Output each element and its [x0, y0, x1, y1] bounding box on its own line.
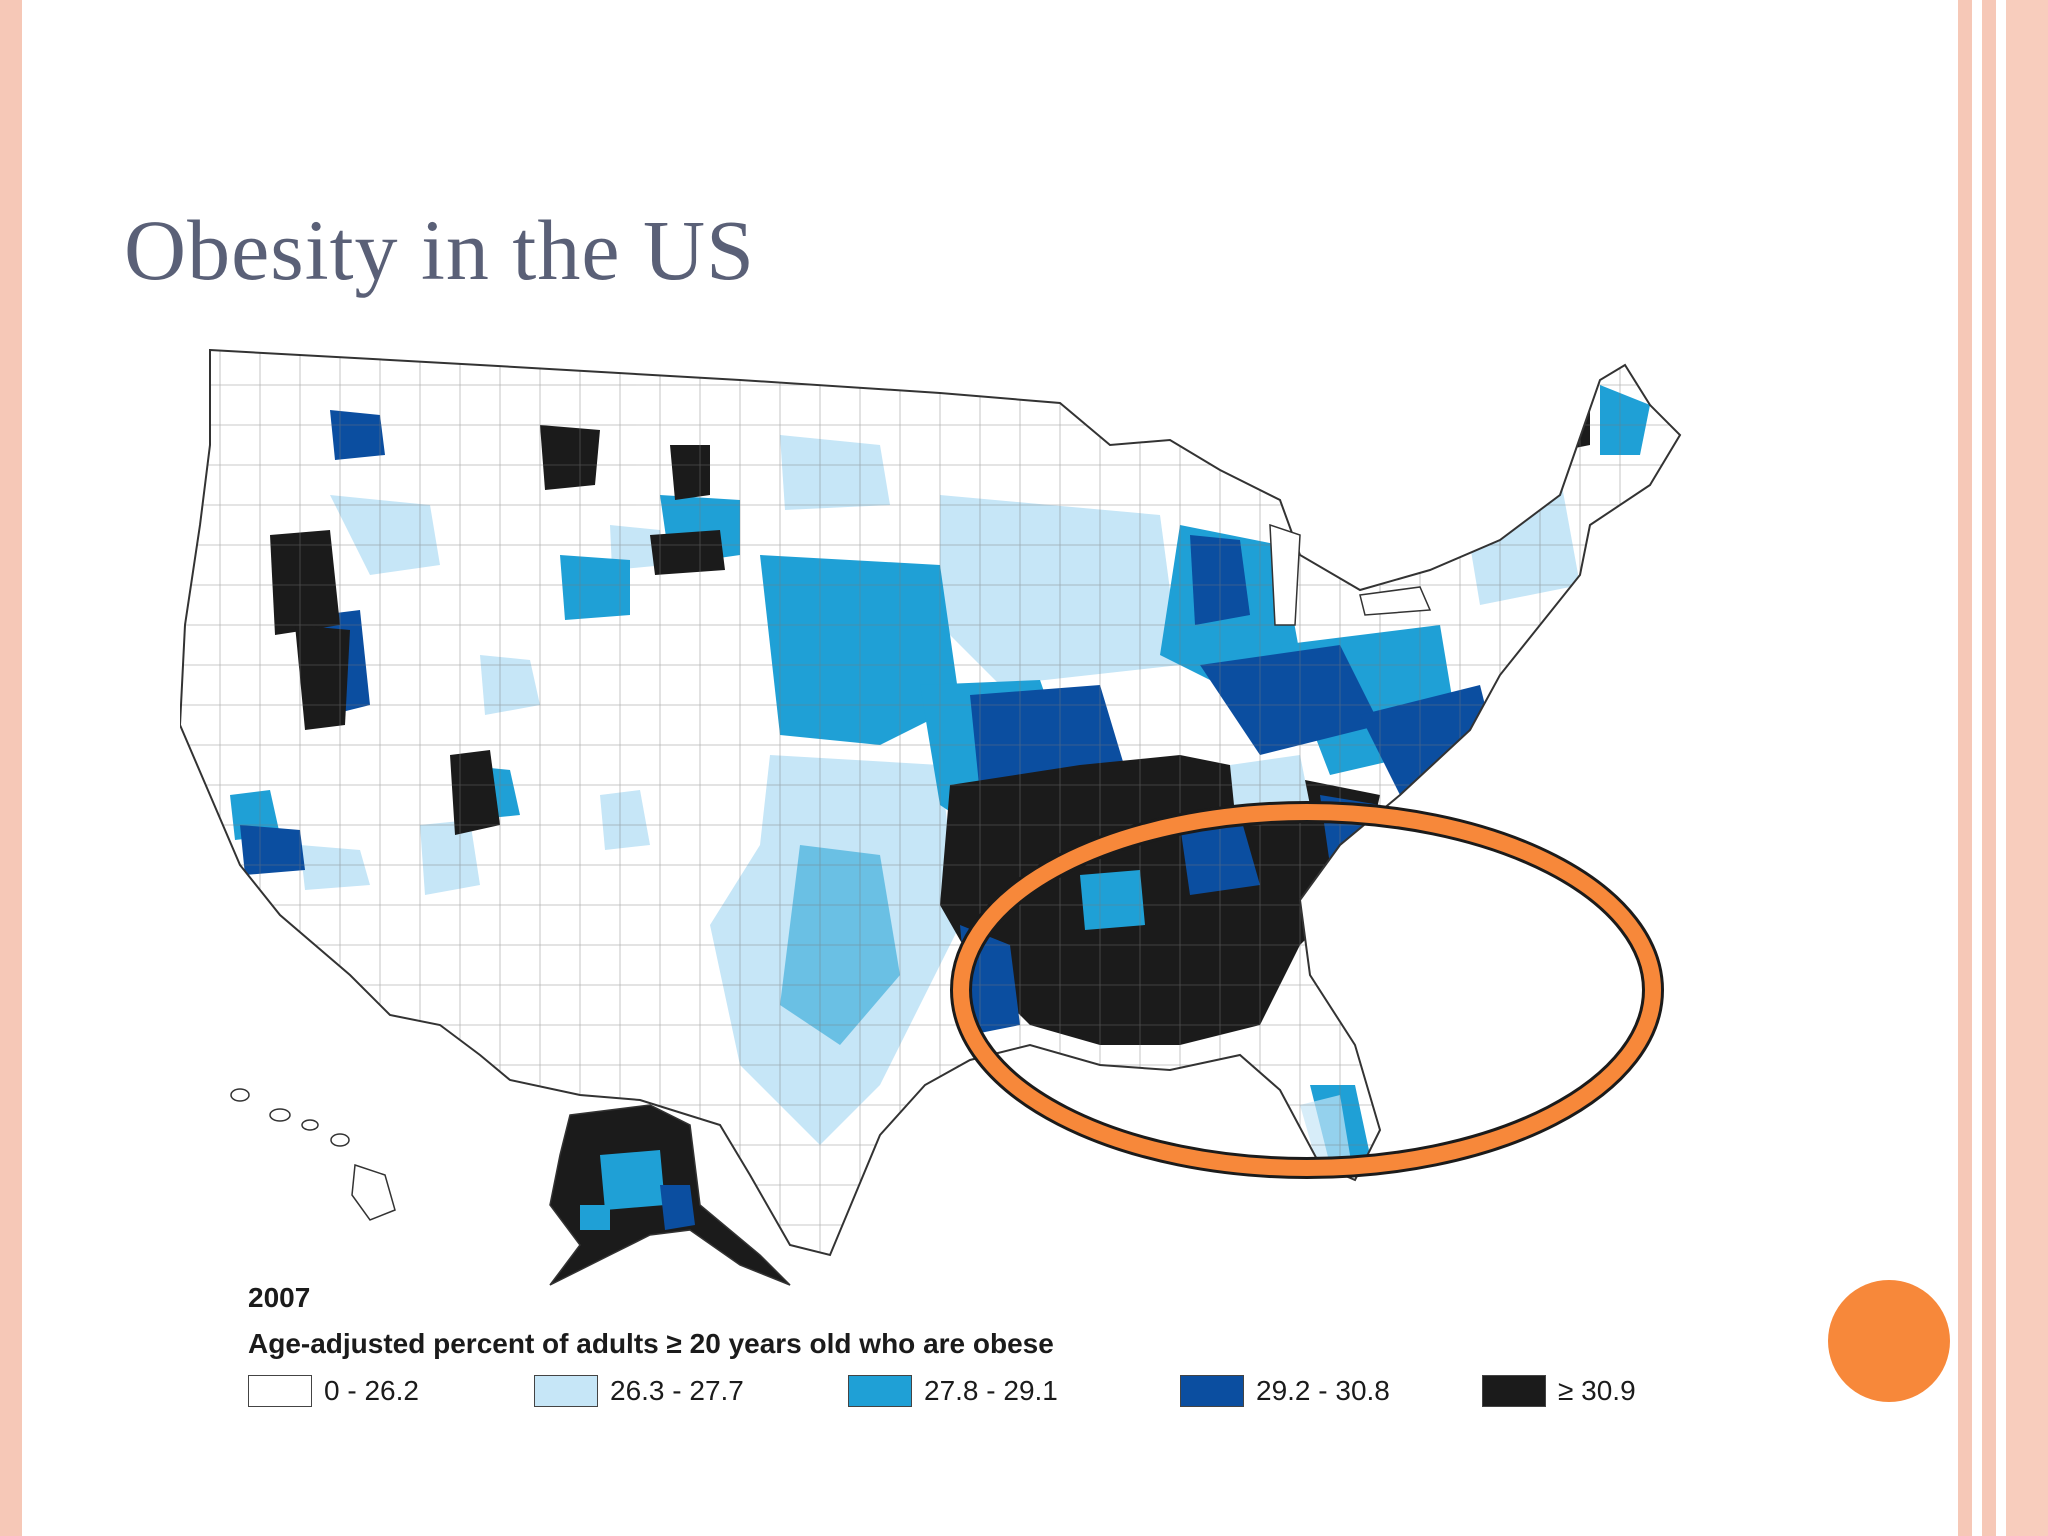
- hawaii: [230, 1088, 396, 1221]
- us-outline: [180, 348, 1682, 1257]
- highlight-oval: [950, 801, 1664, 1179]
- slide-right-border-stripe: [1958, 0, 1972, 1536]
- slide-title: Obesity in the US: [124, 202, 755, 298]
- legend-item-2: 27.8 - 29.1: [848, 1374, 1058, 1408]
- legend-title: Age-adjusted percent of adults ≥ 20 year…: [248, 1328, 1054, 1359]
- us-obesity-map: [180, 348, 1682, 1286]
- alaska: [549, 1104, 791, 1286]
- legend-label: 26.3 - 27.7: [610, 1375, 744, 1406]
- legend-label: 29.2 - 30.8: [1256, 1375, 1390, 1406]
- legend-swatch: [848, 1375, 912, 1407]
- legend-item-1: 26.3 - 27.7: [534, 1374, 744, 1408]
- legend: 0 - 26.2 26.3 - 27.7 27.8 - 29.1 29.2 - …: [248, 1374, 1668, 1408]
- decorative-orange-dot: [1828, 1280, 1950, 1402]
- legend-swatch: [1482, 1375, 1546, 1407]
- slide-right-border-stripe: [2006, 0, 2048, 1536]
- great-lakes: [1269, 523, 1432, 626]
- slide-right-border-stripe: [1982, 0, 1996, 1536]
- legend-item-0: 0 - 26.2: [248, 1374, 419, 1408]
- slide-left-border: [0, 0, 22, 1536]
- map-year-label: 2007: [248, 1282, 311, 1313]
- legend-item-4: ≥ 30.9: [1482, 1374, 1636, 1408]
- legend-label: ≥ 30.9: [1558, 1375, 1636, 1406]
- legend-label: 0 - 26.2: [324, 1375, 419, 1406]
- legend-label: 27.8 - 29.1: [924, 1375, 1058, 1406]
- legend-item-3: 29.2 - 30.8: [1180, 1374, 1390, 1408]
- legend-swatch: [534, 1375, 598, 1407]
- legend-swatch: [1180, 1375, 1244, 1407]
- legend-swatch: [248, 1375, 312, 1407]
